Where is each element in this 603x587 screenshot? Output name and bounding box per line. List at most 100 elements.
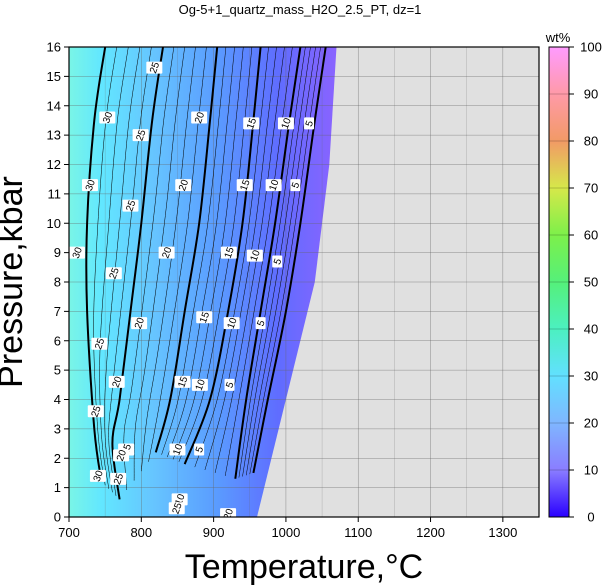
contour-label: 10 xyxy=(267,178,281,193)
contour-label-bg xyxy=(175,179,192,192)
colorbar-ticks: 0 10 20 30 40 50 60 70 80 90 100 xyxy=(549,40,602,525)
contour-label-bg xyxy=(236,179,253,192)
colorbar-tick-label: 40 xyxy=(584,322,598,337)
contour-line-minor xyxy=(172,47,244,460)
contour-label-bg xyxy=(169,443,186,456)
contour-line-minor xyxy=(167,47,235,458)
contour-label-bg xyxy=(108,375,125,388)
x-axis: 700 800 900 1000 1100 1200 1300 xyxy=(58,517,517,540)
y-axis-title: Pressure,kbar xyxy=(0,176,30,388)
contour-line-minor xyxy=(161,47,227,455)
colorbar-tick-label: 30 xyxy=(584,369,598,384)
colorbar-tick-label: 50 xyxy=(584,275,598,290)
colorbar-tick-label: 10 xyxy=(584,463,598,478)
contour-label: 5 xyxy=(255,319,267,328)
x-tick-label: 900 xyxy=(203,525,225,540)
contour-label: 5 xyxy=(194,445,206,454)
contour-line-30 xyxy=(85,47,107,482)
contour-label: 25 xyxy=(171,501,185,516)
y-tick-label: 0 xyxy=(54,510,61,525)
y-tick-label: 16 xyxy=(47,40,61,55)
colorbar-tick-label: 90 xyxy=(584,87,598,102)
contour-label-bg xyxy=(174,375,191,388)
contour-label: 15 xyxy=(223,245,237,260)
contour-label-bg xyxy=(81,179,98,192)
contour-labels: 5555551010101010101515151515152020202020… xyxy=(69,60,316,517)
contour-label: 15 xyxy=(239,178,253,193)
contour-label: 10 xyxy=(171,442,185,457)
contour-label-bg xyxy=(223,317,240,330)
contour-label-bg xyxy=(87,405,104,418)
contour-label-bg xyxy=(122,199,139,212)
contour-label: 5 xyxy=(290,181,302,190)
x-axis-title: Temperature,°C xyxy=(185,548,423,586)
contour-label: 20 xyxy=(193,110,207,125)
contour-label-bg xyxy=(91,337,108,350)
y-tick-label: 12 xyxy=(47,157,61,172)
x-tick-label: 1000 xyxy=(271,525,300,540)
x-tick-label: 700 xyxy=(58,525,80,540)
contour-label: 15 xyxy=(176,375,190,390)
contour-label: 30 xyxy=(71,245,85,260)
contour-label: 25 xyxy=(90,404,104,419)
contour-label-bg xyxy=(196,311,213,324)
contour-label-bg xyxy=(272,255,283,268)
contour-label-bg xyxy=(146,61,163,74)
colorbar: wt% 0 10 20 30 40 50 60 70 80 90 100 xyxy=(545,30,602,525)
x-tick-label: 1100 xyxy=(344,525,372,540)
y-tick-label: 13 xyxy=(47,128,61,143)
chart-title: Og-5+1_quartz_mass_H2O_2.5_PT, dz=1 xyxy=(179,2,422,17)
y-tick-label: 9 xyxy=(54,245,61,260)
contour-label: 20 xyxy=(111,375,125,390)
contour-label-bg xyxy=(277,117,294,130)
contour-label: 20 xyxy=(133,316,147,331)
contour-label: 25 xyxy=(108,266,122,281)
contour-line-minor xyxy=(99,47,129,489)
contour-label: 25 xyxy=(112,472,126,487)
contour-line-minor xyxy=(133,47,185,481)
contour-line-minor xyxy=(194,47,269,468)
contour-label: 10 xyxy=(194,378,208,393)
contour-label-bg xyxy=(191,111,208,124)
contour-label: 15 xyxy=(198,310,212,325)
contour-label-bg xyxy=(99,111,116,124)
x-tick-label: 1200 xyxy=(416,525,445,540)
contour-label-bg xyxy=(220,246,237,259)
contour-label: 30 xyxy=(92,469,106,484)
y-tick-label: 15 xyxy=(47,69,61,84)
contour-label-bg xyxy=(243,117,260,130)
contour-label: 15 xyxy=(245,116,259,131)
y-tick-label: 11 xyxy=(48,186,62,201)
y-tick-label: 6 xyxy=(54,333,61,348)
y-tick-label: 14 xyxy=(47,98,61,113)
contour-label-bg xyxy=(220,508,237,517)
contour-label: 25 xyxy=(148,60,162,75)
contour-label: 30 xyxy=(84,178,98,193)
y-tick-label: 1 xyxy=(54,480,61,495)
contour-label-bg xyxy=(132,129,149,142)
contour-label-bg xyxy=(290,179,301,192)
contour-label-bg xyxy=(304,117,315,130)
contour-line-minor xyxy=(214,47,285,473)
contour-label-bg xyxy=(158,246,175,259)
y-tick-label: 4 xyxy=(54,392,61,407)
contour-label: 20 xyxy=(177,178,191,193)
y-tick-label: 5 xyxy=(54,363,61,378)
contour-label-bg xyxy=(131,317,148,330)
colorbar-label: wt% xyxy=(545,30,571,45)
contour-label-bg xyxy=(191,378,208,391)
contour-label: 10 xyxy=(226,316,240,331)
x-tick-label: 1300 xyxy=(488,525,517,540)
colorbar-tick-label: 0 xyxy=(587,510,594,525)
contour-label-bg xyxy=(89,469,106,482)
y-tick-label: 3 xyxy=(54,421,61,436)
contour-label-bg xyxy=(110,472,127,485)
y-tick-label: 7 xyxy=(54,304,61,319)
contour-label: 25 xyxy=(124,198,138,213)
x-tick-label: 800 xyxy=(130,525,152,540)
contour-label: 20 xyxy=(160,245,174,260)
contour-label-bg xyxy=(246,249,263,262)
contour-label-bg xyxy=(168,502,185,515)
y-tick-label: 10 xyxy=(47,216,61,231)
